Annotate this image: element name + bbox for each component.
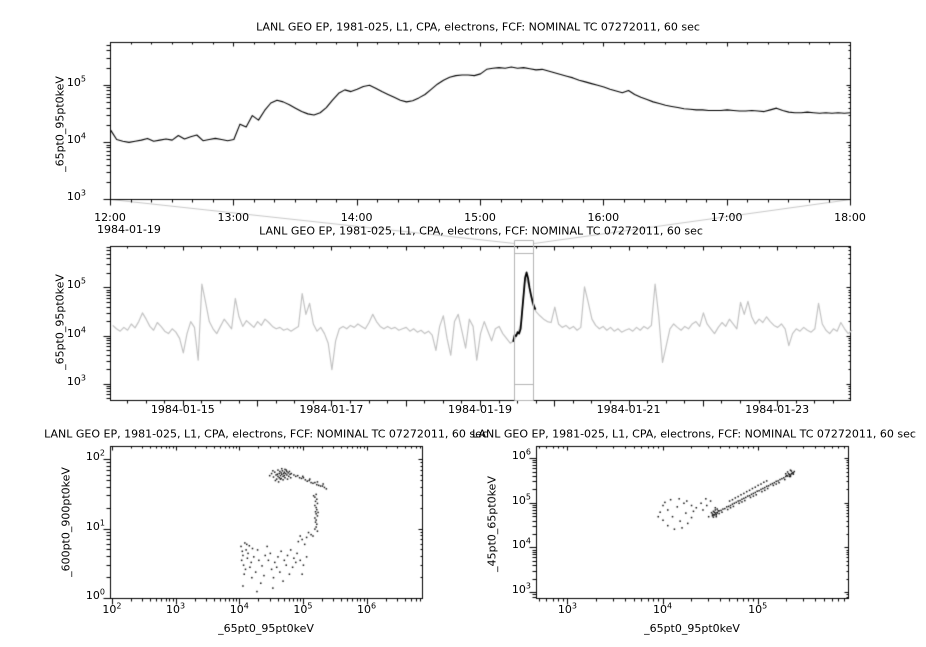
top-plot-ylabel: _65pt0_95pt0keV — [53, 76, 67, 172]
top-plot-title: LANL GEO EP, 1981-025, L1, CPA, electron… — [256, 20, 700, 34]
scatter-left-xlabel: _65pt0_95pt0keV — [218, 622, 314, 635]
scatter-right-title: LANL GEO EP, 1981-025, L1, CPA, electron… — [472, 427, 916, 441]
scatter-right-xlabel: _65pt0_95pt0keV — [644, 622, 740, 635]
context-plot-title: LANL GEO EP, 1981-025, L1, CPA, electron… — [259, 224, 703, 238]
scatter-right-ylabel: _45pt0_65pt0keV — [485, 476, 499, 572]
scatter-left-ylabel: _600pt0_900pt0keV — [59, 467, 73, 577]
scatter-left-title: LANL GEO EP, 1981-025, L1, CPA, electron… — [44, 427, 488, 441]
context-plot-ylabel: _65pt0_95pt0keV — [53, 274, 67, 370]
